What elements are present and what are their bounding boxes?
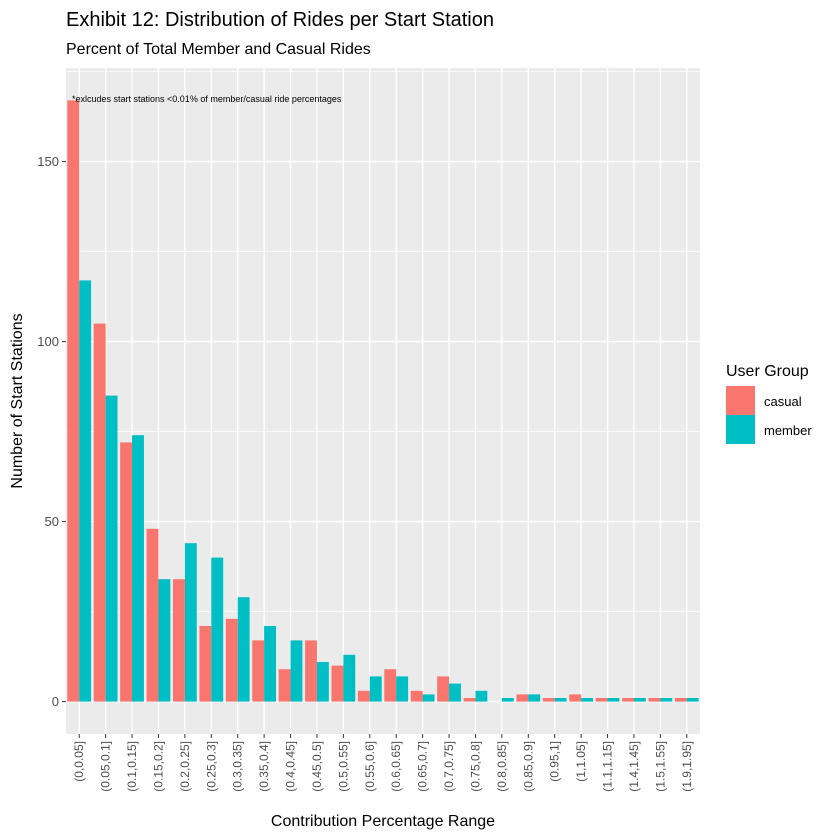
bar-member-23 [687,698,699,702]
x-tick-label: (0.7,0.75] [442,741,456,792]
bar-member-1 [106,396,118,702]
bar-member-13 [423,694,435,701]
y-tick-label: 150 [37,154,59,169]
bar-casual-20 [596,698,608,702]
x-tick-label: (0.15,0.2] [151,741,165,792]
bar-member-4 [185,543,197,701]
x-tick-label: (1,1.05] [574,741,588,782]
x-tick-label: (1.4,1.45] [627,741,641,792]
legend-label-member: member [764,423,812,438]
bar-member-5 [211,558,223,702]
bar-casual-9 [305,640,317,701]
bar-member-22 [660,698,672,702]
x-tick-label: (0.05,0.1] [99,741,113,792]
x-axis-label: Contribution Percentage Range [271,813,495,830]
bar-member-10 [343,655,355,702]
bar-member-3 [158,579,170,701]
bar-casual-12 [384,669,396,701]
legend-swatch-casual [726,386,755,415]
legend-swatch-member [726,415,755,444]
bar-member-16 [502,698,514,702]
bar-member-6 [238,597,250,701]
bar-casual-22 [648,698,660,702]
bar-member-19 [581,698,593,702]
chart-subtitle: Percent of Total Member and Casual Rides [66,41,371,58]
x-tick-label: (0.6,0.65] [389,741,403,792]
x-tick-label: (0.4,0.45] [284,741,298,792]
x-tick-label: (0,0.05] [72,741,86,782]
y-axis: 0 50 100 150 [37,154,66,709]
bar-member-11 [370,676,382,701]
bar-casual-1 [94,324,106,702]
bar-member-2 [132,435,144,701]
x-tick-label: (0.1,0.15] [125,741,139,792]
bar-member-21 [634,698,646,702]
bar-casual-5 [199,626,211,702]
bar-member-9 [317,662,329,702]
y-axis-label: Number of Start Stations [9,313,26,488]
legend: User Group casual member [726,363,812,444]
bar-member-15 [475,691,487,702]
bar-casual-18 [543,698,555,702]
x-tick-label: (0.3,0.35] [231,741,245,792]
bar-casual-11 [358,691,370,702]
y-tick-label: 50 [45,514,59,529]
bar-casual-14 [437,676,449,701]
bar-casual-4 [173,579,185,701]
bar-casual-8 [279,669,291,701]
x-tick-label: (0.95,1] [548,741,562,782]
bar-casual-17 [516,694,528,701]
bar-member-0 [79,280,91,701]
legend-title: User Group [726,363,809,380]
bar-casual-21 [622,698,634,702]
bar-member-18 [555,698,567,702]
x-tick-label: (0.25,0.3] [204,741,218,792]
x-tick-label: (0.75,0.8] [468,741,482,792]
bar-member-17 [528,694,540,701]
x-tick-label: (0.65,0.7] [416,741,430,792]
x-tick-label: (0.8,0.85] [495,741,509,792]
bar-member-8 [291,640,303,701]
x-tick-label: (0.35,0.4] [257,741,271,792]
x-tick-label: (1.9,1.95] [680,741,694,792]
bar-casual-15 [464,698,476,702]
bar-member-20 [608,698,620,702]
x-tick-label: (0.55,0.6] [363,741,377,792]
bar-member-14 [449,684,461,702]
bar-casual-3 [147,529,159,702]
x-tick-label: (0.85,0.9] [521,741,535,792]
y-tick-label: 100 [37,334,59,349]
x-tick-label: (0.45,0.5] [310,741,324,792]
legend-label-casual: casual [764,394,802,409]
bar-casual-10 [331,666,343,702]
x-tick-label: (1.5,1.55] [653,741,667,792]
x-axis: (0,0.05] (0.05,0.1] (0.1,0.15] (0.15,0.2] (0… [72,734,694,792]
bar-casual-19 [569,694,581,701]
bar-casual-13 [411,691,423,702]
x-tick-label: (1.1,1.15] [601,741,615,792]
bar-casual-6 [226,619,238,702]
bar-member-7 [264,626,276,702]
x-tick-label: (0.5,0.55] [336,741,350,792]
bar-member-12 [396,676,408,701]
bar-casual-23 [675,698,687,702]
chart-title: Exhibit 12: Distribution of Rides per St… [66,9,494,31]
y-tick-label: 0 [52,694,59,709]
bar-casual-2 [120,442,132,701]
chart-annotation: *exlcudes start stations <0.01% of membe… [72,94,342,104]
x-tick-label: (0.2,0.25] [178,741,192,792]
bar-casual-7 [252,640,264,701]
bar-casual-0 [67,100,79,701]
